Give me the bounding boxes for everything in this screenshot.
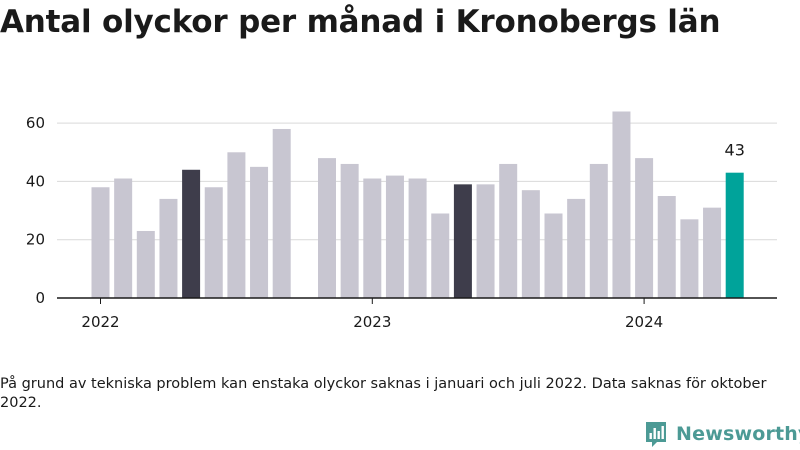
y-tick-label: 40 — [26, 172, 45, 190]
y-tick-label: 20 — [26, 231, 45, 249]
value-labels: 43 — [725, 141, 745, 160]
bar-2024-01 — [635, 158, 654, 298]
brand-logo: Newsworthy — [644, 420, 800, 448]
bar-2022-02 — [114, 178, 133, 298]
bar-2022-11 — [318, 158, 336, 298]
x-axis — [57, 297, 777, 304]
y-tick-label: 0 — [35, 289, 45, 307]
bar-2023-11 — [589, 163, 608, 298]
bar-2024-04 — [703, 207, 722, 298]
x-tick-label: 2022 — [81, 313, 119, 331]
bar-2022-06 — [204, 187, 223, 298]
bar-2023-05 — [453, 184, 472, 298]
bar-2022-12 — [340, 163, 359, 298]
bar-2023-09 — [544, 213, 563, 298]
x-tick-label: 2024 — [625, 313, 663, 331]
bar-2023-08 — [521, 190, 540, 298]
y-tick-label: 60 — [26, 114, 45, 132]
brand-name: Newsworthy — [676, 423, 800, 445]
y-tick-labels: 0 20 40 60 — [26, 114, 45, 307]
x-tick-labels: 2022 2023 2024 — [81, 313, 663, 331]
bar-2023-07 — [499, 163, 518, 298]
bar-2023-03 — [408, 178, 427, 298]
bar-2022-05 — [182, 169, 201, 298]
chart-title: Antal olyckor per månad i Kronobergs län — [0, 4, 721, 40]
bar-2023-12 — [612, 111, 631, 298]
bar-2022-08 — [250, 166, 269, 298]
bar-2024-03 — [680, 219, 699, 298]
bar-2023-04 — [431, 213, 450, 298]
bar-2023-01 — [363, 178, 382, 298]
bar-2023-02 — [385, 175, 404, 298]
x-tick-label: 2023 — [353, 313, 391, 331]
bar-2024-02 — [657, 196, 676, 298]
value-label: 43 — [725, 141, 745, 160]
footnote: På grund av tekniska problem kan enstaka… — [0, 376, 767, 411]
bar-chart: 0 20 40 60 2022 2023 2024 43 — [26, 111, 777, 331]
bar-2022-09 — [272, 128, 291, 298]
bar-2023-06 — [476, 184, 495, 298]
bar-2022-04 — [159, 198, 178, 298]
bar-2022-03 — [136, 230, 155, 298]
bar-2023-10 — [567, 198, 586, 298]
bar-2022-01 — [91, 187, 110, 298]
bar-2024-05 — [725, 172, 744, 298]
bar-2022-07 — [227, 152, 246, 298]
bars — [91, 111, 744, 298]
newsworthy-logo-icon — [646, 422, 666, 447]
